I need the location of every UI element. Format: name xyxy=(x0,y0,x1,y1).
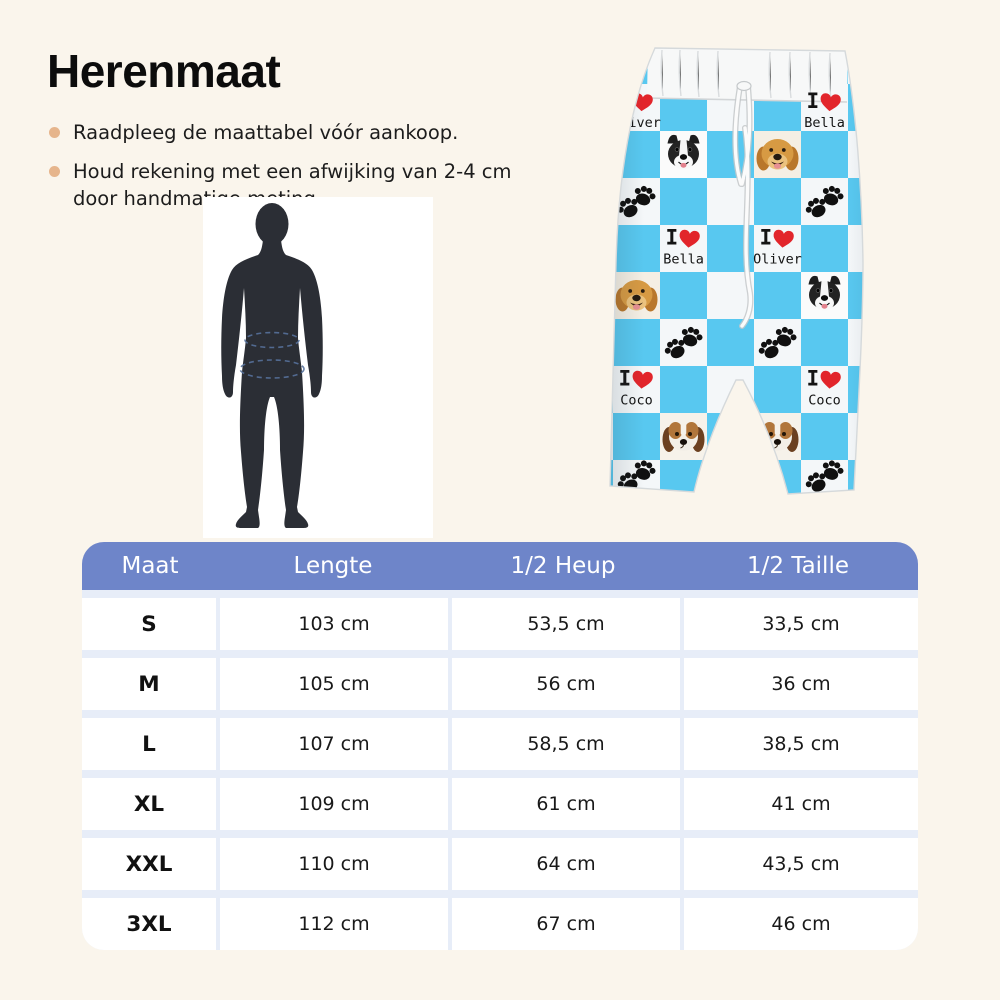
love-i-text: I xyxy=(807,89,820,113)
table-cell: 43,5 cm xyxy=(684,838,918,890)
table-row: XXL 110 cm 64 cm 43,5 cm xyxy=(82,838,918,890)
size-label-cell: S xyxy=(82,598,216,650)
size-label-cell: L xyxy=(82,718,216,770)
hip-measure-dashed-ellipse xyxy=(239,359,305,379)
table-cell: 109 cm xyxy=(220,778,448,830)
waistband xyxy=(646,48,848,103)
size-label-cell: M xyxy=(82,658,216,710)
table-row: M 105 cm 56 cm 36 cm xyxy=(82,658,918,710)
column-header-taille: 1/2 Taille xyxy=(747,553,849,579)
bullet-icon xyxy=(49,166,60,177)
love-square-bella: I Bella xyxy=(663,226,704,268)
page-title: Herenmaat xyxy=(47,45,281,97)
size-table: Maat Lengte 1/2 Heup 1/2 Taille S 103 cm… xyxy=(82,542,918,950)
beagle-photo xyxy=(753,412,802,461)
beagle-photo xyxy=(659,412,708,461)
table-cell: 103 cm xyxy=(220,598,448,650)
love-i-text: I xyxy=(666,226,679,250)
male-silhouette-icon xyxy=(221,203,323,528)
dog-name-text: Coco xyxy=(808,393,841,409)
waist-measure-dashed-ellipse xyxy=(244,331,300,349)
drawstring xyxy=(732,80,754,329)
dog-name-text: Oliver xyxy=(753,252,802,268)
bullet-icon xyxy=(49,127,60,138)
love-square-bella: I Bella xyxy=(804,89,845,131)
table-cell: 64 cm xyxy=(452,838,680,890)
table-cell: 38,5 cm xyxy=(684,718,918,770)
collie-dog-photo xyxy=(659,130,708,179)
heart-icon xyxy=(820,370,841,389)
table-cell: 36 cm xyxy=(684,658,918,710)
table-header-row: Maat Lengte 1/2 Heup 1/2 Taille xyxy=(82,542,918,590)
love-i-text: I xyxy=(619,89,632,113)
size-label-cell: XL xyxy=(82,778,216,830)
love-i-text: I xyxy=(807,367,820,391)
size-label-cell: 3XL xyxy=(82,898,216,950)
table-cell: 110 cm xyxy=(220,838,448,890)
note-text: Raadpleeg de maattabel vóór aankoop. xyxy=(73,121,459,144)
heart-icon xyxy=(679,229,700,248)
table-cell: 46 cm xyxy=(684,898,918,950)
table-cell: 105 cm xyxy=(220,658,448,710)
table-body: S 103 cm 53,5 cm 33,5 cm M 105 cm 56 cm … xyxy=(82,590,918,950)
table-cell: 33,5 cm xyxy=(684,598,918,650)
love-i-text: I xyxy=(760,226,773,250)
column-header-lengte: Lengte xyxy=(293,553,373,579)
table-cell: 53,5 cm xyxy=(452,598,680,650)
size-label-cell: XXL xyxy=(82,838,216,890)
table-row: 3XL 112 cm 67 cm 46 cm xyxy=(82,898,918,950)
column-header-maat: Maat xyxy=(121,553,179,579)
column-header-heup: 1/2 Heup xyxy=(510,553,616,579)
table-cell: 67 cm xyxy=(452,898,680,950)
heart-icon xyxy=(773,229,794,248)
table-cell: 41 cm xyxy=(684,778,918,830)
pajama-pants-image: I Oliver I Bella I Bella I Oliver I Coco… xyxy=(609,47,864,495)
heart-icon xyxy=(820,93,841,112)
dog-name-text: Bella xyxy=(663,252,704,268)
love-square-oliver: I Oliver xyxy=(753,226,802,268)
table-row: S 103 cm 53,5 cm 33,5 cm xyxy=(82,598,918,650)
table-cell: 112 cm xyxy=(220,898,448,950)
pants-outline xyxy=(609,47,864,495)
table-row: XL 109 cm 61 cm 41 cm xyxy=(82,778,918,830)
love-square-coco: I Coco xyxy=(807,367,841,409)
male-silhouette-figure xyxy=(221,203,323,528)
collie-dog-photo xyxy=(800,271,849,320)
table-cell: 56 cm xyxy=(452,658,680,710)
dog-name-text: Bella xyxy=(804,115,845,131)
note-item: Raadpleeg de maattabel vóór aankoop. xyxy=(48,119,553,146)
table-cell: 107 cm xyxy=(220,718,448,770)
table-cell: 61 cm xyxy=(452,778,680,830)
golden-retriever-photo xyxy=(754,131,801,178)
table-row: L 107 cm 58,5 cm 38,5 cm xyxy=(82,718,918,770)
table-cell: 58,5 cm xyxy=(452,718,680,770)
